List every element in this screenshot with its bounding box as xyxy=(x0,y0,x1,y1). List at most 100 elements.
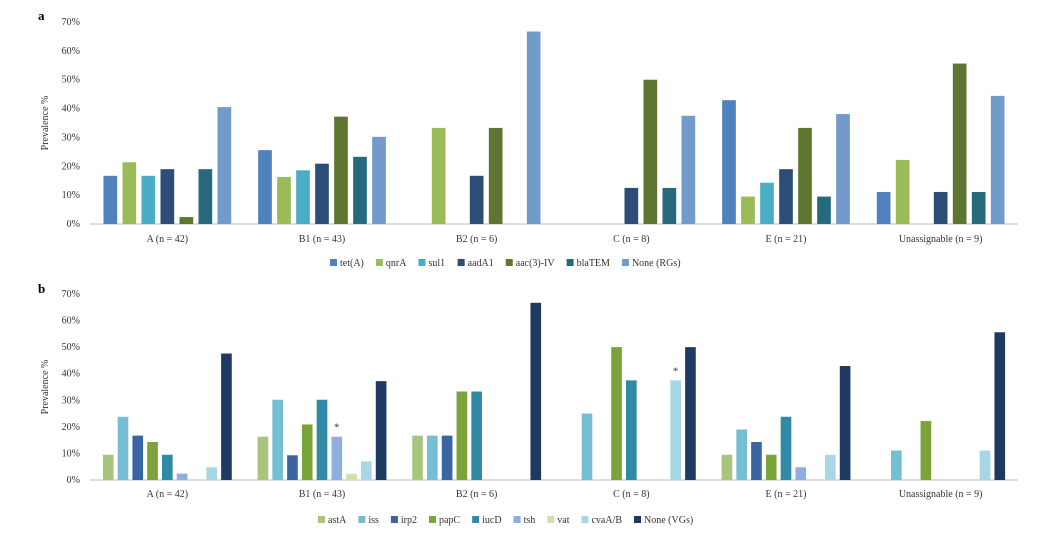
y-tick-label: 20% xyxy=(62,422,80,433)
chart-panel-a: 0% 10% 20% 30% 40% 50% 60% 70% Prevalence % A (n … xyxy=(40,17,1018,269)
legend-label: irp2 xyxy=(401,515,417,526)
bar-iss xyxy=(736,429,747,480)
bar-iss xyxy=(117,416,129,480)
bar-qnra xyxy=(431,127,446,224)
x-category-label: B2 (n = 6) xyxy=(456,234,497,245)
y-axis-label: Prevalence % xyxy=(40,360,51,415)
bar-irp2 xyxy=(132,435,144,480)
legend-item: cvaA/B xyxy=(581,515,622,526)
x-category-label: Unassignable (n = 9) xyxy=(899,234,983,245)
bar-papc xyxy=(611,347,622,480)
legend-swatch xyxy=(472,516,480,523)
x-category-label: Unassignable (n = 9) xyxy=(899,489,983,500)
legend-label: None (RGs) xyxy=(632,258,681,269)
legend-item: tet(A) xyxy=(330,258,364,269)
legend-item: None (VGs) xyxy=(634,515,693,526)
legend-swatch xyxy=(621,259,629,266)
bar-vat xyxy=(346,473,357,480)
y-tick-label: 30% xyxy=(62,395,80,406)
legend-swatch xyxy=(330,259,337,266)
bar-blatem xyxy=(662,187,677,224)
bar-none-vgs- xyxy=(839,366,851,480)
bar-tsh xyxy=(176,473,188,480)
bar-papc xyxy=(301,424,313,480)
legend-label: papC xyxy=(439,515,460,526)
y-tick-label: 20% xyxy=(62,161,80,172)
x-category-label: B1 (n = 43) xyxy=(299,489,345,500)
x-category-label: B1 (n = 43) xyxy=(299,234,345,245)
bar-asta xyxy=(102,454,114,480)
bar-papc xyxy=(456,391,468,480)
bar-aada1 xyxy=(160,169,175,224)
bar-qnra xyxy=(895,159,910,224)
bar-none-rgs- xyxy=(681,115,696,224)
bar-none-vgs- xyxy=(221,353,232,480)
y-tick-label: 10% xyxy=(62,190,80,201)
legend-label: sul1 xyxy=(428,258,445,269)
bar-asta xyxy=(721,454,733,480)
bar-aada1 xyxy=(469,175,484,224)
y-tick-label: 40% xyxy=(62,369,80,380)
bar-blatem xyxy=(353,156,367,224)
legend-swatch xyxy=(634,516,642,523)
legend-label: iucD xyxy=(482,515,501,526)
legend-item: iss xyxy=(358,515,379,526)
legend-swatch xyxy=(358,516,366,523)
legend-swatch xyxy=(318,516,325,523)
y-axis-label: Prevalence % xyxy=(40,96,51,151)
legend-label: None (VGs) xyxy=(644,515,693,526)
legend-item: None (RGs) xyxy=(621,258,681,269)
x-category-label: A (n = 42) xyxy=(147,489,188,500)
bar-qnra xyxy=(277,176,291,224)
bar-irp2 xyxy=(287,455,298,480)
legend-swatch xyxy=(457,259,465,266)
y-tick-label: 60% xyxy=(62,316,80,327)
y-tick-label: 10% xyxy=(62,448,80,459)
bar-sul1 xyxy=(296,170,310,224)
bar-none-rgs- xyxy=(372,136,386,224)
legend-label: aadA1 xyxy=(468,258,494,269)
bar-sul1 xyxy=(141,175,156,224)
bar-sul1 xyxy=(760,182,774,224)
bar-tsh xyxy=(331,436,343,480)
bar-aac-3-iv xyxy=(179,217,194,224)
y-tick-label: 30% xyxy=(62,132,80,143)
x-category-label: E (n = 21) xyxy=(766,489,807,500)
bar-none-rgs- xyxy=(526,31,541,224)
legend-swatch xyxy=(418,259,426,266)
legend-item: vat xyxy=(547,515,570,526)
y-tick-label: 0% xyxy=(67,219,80,230)
legend-swatch xyxy=(390,516,398,523)
panel-a-label: a xyxy=(38,8,45,23)
bar-aada1 xyxy=(315,163,329,224)
bar-iss xyxy=(891,450,902,480)
bar-tet-a- xyxy=(103,175,118,224)
legend-swatch xyxy=(581,516,589,523)
legend-label: iss xyxy=(368,515,379,526)
y-tick-label: 70% xyxy=(62,289,80,300)
bar-tet-a- xyxy=(722,100,736,224)
bar-none-vgs- xyxy=(685,347,696,480)
legend-swatch xyxy=(375,259,383,266)
panel-b-label: b xyxy=(38,281,45,296)
x-category-label: E (n = 21) xyxy=(766,234,807,245)
x-category-label: A (n = 42) xyxy=(147,234,188,245)
bar-blatem xyxy=(971,191,986,224)
x-category-label: C (n = 8) xyxy=(613,234,649,245)
legend-item: blaTEM xyxy=(566,258,610,269)
bar-iucd xyxy=(780,416,792,480)
bar-none-vgs- xyxy=(375,381,387,480)
bar-cvaa-b xyxy=(979,450,991,480)
legend-item: tsh xyxy=(513,515,535,526)
bar-none-rgs- xyxy=(990,95,1005,224)
legend-item: papC xyxy=(429,515,460,526)
y-tick-label: 0% xyxy=(67,475,80,486)
legend-swatch xyxy=(429,516,437,523)
bar-aada1 xyxy=(933,191,948,224)
bar-none-rgs- xyxy=(836,114,850,224)
legend-item: qnrA xyxy=(375,258,407,269)
x-category-label: C (n = 8) xyxy=(613,489,649,500)
bar-cvaa-b xyxy=(361,461,372,480)
legend-label: astA xyxy=(328,515,347,526)
